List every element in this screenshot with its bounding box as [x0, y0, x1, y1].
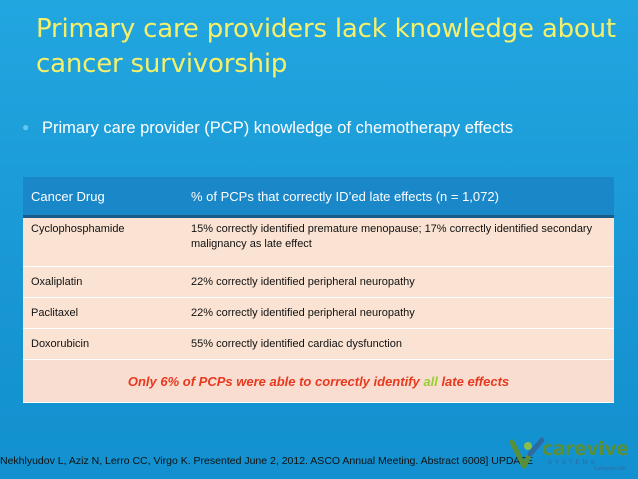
drug-result: 22% correctly identified peripheral neur… — [183, 297, 614, 329]
summary-note-highlight: all — [423, 373, 438, 389]
bullet-dot-icon: ● — [22, 120, 30, 134]
bullet-text: Primary care provider (PCP) knowledge of… — [42, 119, 514, 137]
drug-name: Cyclophosphamide — [23, 216, 183, 267]
citation-footer: Nekhlyudov L, Aziz N, Lerro CC, Virgo K.… — [0, 455, 534, 467]
drug-result: 55% correctly identified cardiac dysfunc… — [183, 328, 614, 360]
summary-note-start: Only 6% of PCPs were able to correctly i… — [127, 373, 424, 389]
table-header-row: Cancer Drug % of PCPs that correctly ID’… — [23, 177, 614, 218]
drug-name: Paclitaxel — [23, 297, 183, 329]
summary-row: Only 6% of PCPs were able to correctly i… — [23, 359, 614, 403]
drug-name: Doxorubicin — [23, 328, 183, 360]
header-pcp-percent: % of PCPs that correctly ID’ed late effe… — [183, 177, 614, 218]
table-row: Oxaliplatin 22% correctly identified per… — [23, 266, 614, 298]
drug-result: 22% correctly identified peripheral neur… — [183, 266, 614, 298]
logo-subtitle: SYSTEMS — [548, 460, 598, 466]
summary-note-end: late effects — [437, 373, 510, 389]
table-row: Doxorubicin 55% correctly identified car… — [23, 328, 614, 360]
summary-note: Only 6% of PCPs were able to correctly i… — [23, 359, 614, 403]
header-cancer-drug: Cancer Drug — [23, 177, 183, 218]
logo-tagline: Caring for Life — [594, 466, 626, 472]
carevive-mark-icon — [509, 437, 545, 469]
drug-knowledge-table: Cancer Drug % of PCPs that correctly ID’… — [23, 177, 614, 403]
table-row: Cyclophosphamide 15% correctly identifie… — [23, 216, 614, 267]
table-row: Paclitaxel 22% correctly identified peri… — [23, 297, 614, 329]
drug-name: Oxaliplatin — [23, 266, 183, 298]
carevive-logo: carevive SYSTEMS Caring for Life — [508, 436, 634, 474]
drug-result: 15% correctly identified premature menop… — [183, 216, 614, 267]
slide-title: Primary care providers lack knowledge ab… — [36, 14, 616, 79]
logo-wordmark: carevive — [542, 438, 629, 460]
